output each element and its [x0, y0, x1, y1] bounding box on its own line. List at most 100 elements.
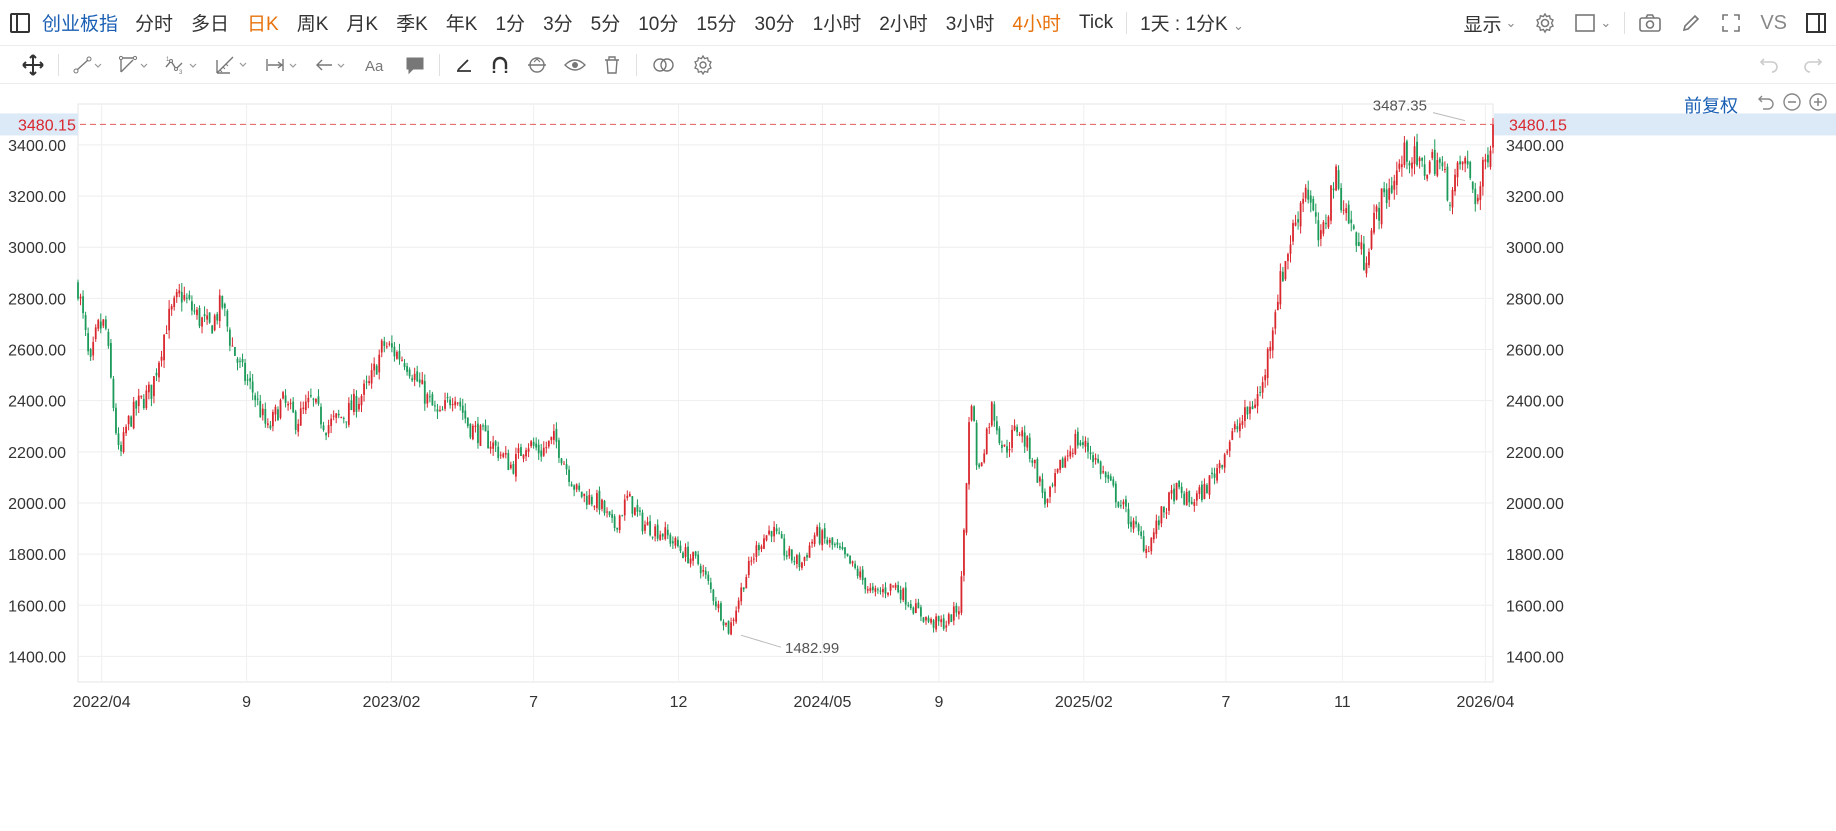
price-adjust-button[interactable]: 前复权 — [1684, 96, 1738, 116]
candle-body — [980, 462, 983, 466]
timeframe-13[interactable]: 30分 — [754, 14, 795, 35]
layout-select[interactable]: ⌄ — [1565, 12, 1620, 34]
candle-body — [299, 408, 302, 426]
sync-icon[interactable] — [518, 46, 556, 84]
measure-tool[interactable] — [207, 46, 257, 84]
candle-body — [859, 571, 862, 578]
reset-icon[interactable] — [1756, 92, 1776, 117]
magnet-icon[interactable] — [482, 46, 518, 84]
timeframe-12[interactable]: 15分 — [696, 14, 737, 35]
candle-body — [545, 447, 548, 449]
candle-body — [1195, 493, 1198, 501]
timeframe-17[interactable]: 4小时 — [1012, 14, 1061, 35]
display-menu[interactable]: 显示 ⌄ — [1454, 10, 1525, 37]
timeframe-15[interactable]: 2小时 — [879, 14, 928, 35]
timeframe-2[interactable]: 多日 — [191, 14, 230, 35]
candle-body — [864, 577, 867, 590]
candlestick-chart[interactable]: 3400.00 3400.00 3200.00 3200.00 3000.00 3000.… — [0, 84, 1836, 831]
undo-icon[interactable] — [1758, 53, 1780, 78]
y-tick-right: 2600.00 — [1506, 343, 1564, 360]
candle-body — [1413, 146, 1416, 164]
sidebar-toggle-icon[interactable] — [0, 0, 40, 46]
trendline-tool[interactable] — [65, 46, 111, 84]
candle-body — [428, 396, 431, 398]
camera-icon[interactable] — [1629, 12, 1671, 34]
candle-body — [904, 587, 907, 605]
settings-icon[interactable] — [1525, 12, 1565, 34]
pen-icon[interactable] — [1671, 12, 1711, 34]
candle-body — [806, 555, 808, 558]
candle-body — [378, 354, 381, 373]
candle-body — [401, 359, 403, 361]
eye-icon[interactable] — [556, 46, 594, 84]
candle-body — [932, 620, 935, 628]
timeframe-7[interactable]: 年K — [445, 14, 478, 35]
panel-toggle-icon[interactable] — [1796, 12, 1836, 34]
candle-body — [793, 561, 796, 563]
symbol-name[interactable]: 创业板指 — [42, 14, 119, 35]
overlay-icon[interactable] — [643, 46, 685, 84]
candle-body — [499, 454, 502, 456]
candle-body — [849, 555, 851, 564]
candle-body — [84, 314, 87, 330]
trash-icon[interactable] — [594, 46, 630, 84]
timeframe-11[interactable]: 10分 — [638, 14, 679, 35]
timeframe-5[interactable]: 月K — [346, 14, 379, 35]
candle-body — [712, 589, 715, 601]
candle-body — [282, 392, 284, 399]
timeframe-18[interactable]: Tick — [1078, 11, 1114, 33]
candle-body — [1309, 195, 1312, 203]
zoom-out-icon[interactable] — [1782, 92, 1802, 117]
y-tick-left: 3200.00 — [8, 189, 66, 206]
custom-interval-select[interactable]: 1天 : 1分K ⌄ — [1131, 9, 1253, 36]
candle-body — [884, 587, 887, 594]
candle-body — [552, 431, 555, 440]
candle-body — [839, 546, 841, 548]
candle-body — [907, 604, 910, 606]
tool-settings-icon[interactable] — [685, 46, 721, 84]
candle-body — [1044, 491, 1046, 505]
candle-body — [183, 294, 186, 300]
eraser-icon[interactable] — [446, 46, 482, 84]
candle-body — [1446, 166, 1449, 201]
candle-body — [1188, 491, 1191, 503]
text-tool-icon[interactable]: Aa — [357, 46, 397, 84]
chart-area[interactable]: 3400.00 3400.00 3200.00 3200.00 3000.00 3000.… — [0, 84, 1836, 831]
arrow-tool[interactable] — [307, 46, 357, 84]
candle-body — [841, 546, 844, 550]
range-tool[interactable] — [257, 46, 307, 84]
candle-body — [963, 529, 965, 576]
move-icon[interactable] — [14, 46, 52, 84]
candle-body — [1208, 475, 1211, 495]
candle-body — [1444, 168, 1446, 170]
candle-body — [1456, 162, 1459, 178]
timeframe-14[interactable]: 1小时 — [812, 14, 862, 35]
fullscreen-icon[interactable] — [1711, 12, 1751, 34]
timeframe-10[interactable]: 5分 — [590, 14, 621, 35]
timeframe-1[interactable]: 分时 — [135, 14, 174, 35]
candle-body — [115, 407, 117, 434]
candle-body — [517, 448, 520, 453]
candle-body — [1433, 149, 1436, 174]
note-icon[interactable] — [397, 46, 433, 84]
candle-body — [1441, 162, 1444, 167]
timeframe-6[interactable]: 季K — [396, 14, 428, 35]
redo-icon[interactable] — [1802, 53, 1824, 78]
timeframe-3[interactable]: 日K — [247, 14, 279, 35]
zoom-in-icon[interactable] — [1808, 92, 1828, 117]
candle-body — [795, 555, 798, 564]
timeframe-4[interactable]: 周K — [296, 14, 329, 35]
candle-body — [246, 379, 249, 381]
channel-tool[interactable] — [111, 46, 157, 84]
candle-body — [745, 577, 748, 589]
candle-body — [677, 539, 679, 547]
candle-body — [775, 528, 778, 532]
candle-body — [1109, 476, 1112, 481]
timeframe-8[interactable]: 1分 — [495, 14, 526, 35]
timeframe-16[interactable]: 3小时 — [945, 14, 995, 35]
compare-button[interactable]: VS — [1760, 11, 1787, 34]
candle-body — [902, 588, 905, 601]
candle-body — [191, 301, 193, 311]
timeframe-9[interactable]: 3分 — [543, 14, 573, 35]
